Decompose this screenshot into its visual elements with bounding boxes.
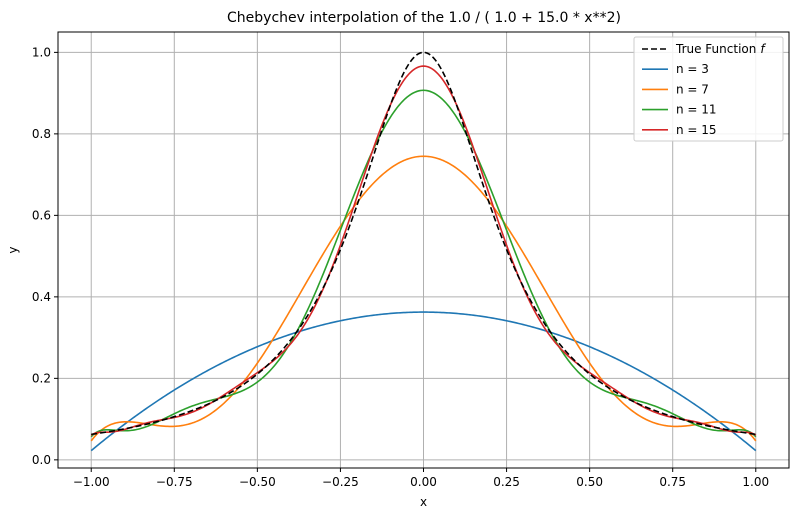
series-line-3 bbox=[90, 89, 757, 438]
y-tick-label: 1.0 bbox=[32, 45, 51, 59]
y-tick-label: 0.6 bbox=[32, 208, 51, 222]
x-tick-label: 0.50 bbox=[576, 475, 603, 489]
x-tick-label: −0.25 bbox=[322, 475, 359, 489]
series-line-4 bbox=[90, 65, 757, 436]
plot-series bbox=[90, 51, 757, 452]
legend: True Function f n = 3 n = 7 n = 11 n = 15 bbox=[633, 36, 784, 142]
series-line-1 bbox=[90, 311, 757, 452]
x-tick-label: 0.00 bbox=[410, 475, 437, 489]
x-tick-label: 0.75 bbox=[659, 475, 686, 489]
axis-ticks: −1.00 −0.75 −0.50 −0.25 0.00 0.25 0.50 0.75 1.00… bbox=[32, 45, 769, 489]
legend-function-symbol: f bbox=[760, 42, 766, 56]
x-tick-label: −0.75 bbox=[156, 475, 193, 489]
x-tick-label: −0.50 bbox=[239, 475, 276, 489]
legend-label-1: n = 3 bbox=[676, 62, 709, 76]
x-tick-label: −1.00 bbox=[73, 475, 110, 489]
legend-label-2: n = 7 bbox=[676, 82, 709, 96]
legend-label-4: n = 15 bbox=[676, 123, 717, 137]
x-axis-label: x bbox=[420, 495, 427, 509]
x-tick-label: 1.00 bbox=[742, 475, 769, 489]
x-tick-label: 0.25 bbox=[493, 475, 520, 489]
legend-label-0: True Function f bbox=[675, 42, 766, 56]
y-tick-label: 0.8 bbox=[32, 127, 51, 141]
legend-box bbox=[633, 36, 784, 142]
chart-title: Chebychev interpolation of the 1.0 / ( 1… bbox=[227, 10, 621, 26]
y-tick-label: 0.0 bbox=[32, 453, 51, 467]
legend-label-3: n = 11 bbox=[676, 103, 717, 117]
y-axis-label: y bbox=[6, 246, 20, 253]
series-line-2 bbox=[90, 155, 757, 442]
y-tick-label: 0.2 bbox=[32, 371, 51, 385]
y-tick-label: 0.4 bbox=[32, 290, 51, 304]
